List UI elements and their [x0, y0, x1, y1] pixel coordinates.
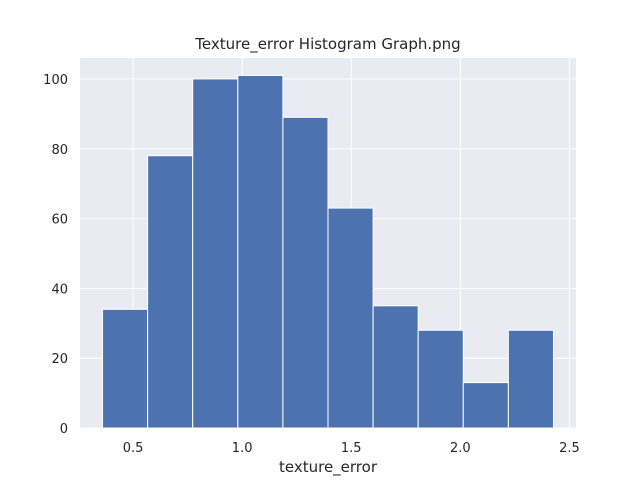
- histogram-bar: [282, 116, 329, 429]
- y-tick-label: 100: [43, 73, 68, 88]
- histogram-bar: [237, 74, 284, 429]
- y-tick-label: 40: [51, 282, 68, 297]
- x-axis-title: texture_error: [279, 458, 378, 477]
- histogram-bar: [102, 308, 149, 429]
- histogram-bar: [507, 329, 554, 429]
- chart-title: Texture_error Histogram Graph.png: [194, 35, 460, 54]
- x-tick-label: 2.5: [559, 441, 580, 456]
- histogram-bar: [327, 207, 374, 429]
- x-tick-label: 0.5: [123, 441, 144, 456]
- x-tick-label: 2.0: [450, 441, 471, 456]
- x-tick-label: 1.0: [232, 441, 253, 456]
- y-tick-label: 20: [51, 352, 68, 367]
- histogram-bars: [102, 74, 554, 429]
- x-tick-label: 1.5: [341, 441, 362, 456]
- histogram-bar: [417, 329, 464, 429]
- histogram-bar: [372, 305, 419, 429]
- histogram-bar: [192, 78, 239, 429]
- x-tick-labels: 0.5 1.0 1.5 2.0 2.5: [123, 441, 580, 456]
- y-tick-label: 60: [51, 213, 68, 228]
- y-tick-label: 0: [60, 422, 68, 437]
- y-tick-labels: 0 20 40 60 80 100: [43, 73, 68, 437]
- histogram-bar: [147, 155, 194, 429]
- y-tick-label: 80: [51, 143, 68, 158]
- histogram-bar: [462, 382, 509, 429]
